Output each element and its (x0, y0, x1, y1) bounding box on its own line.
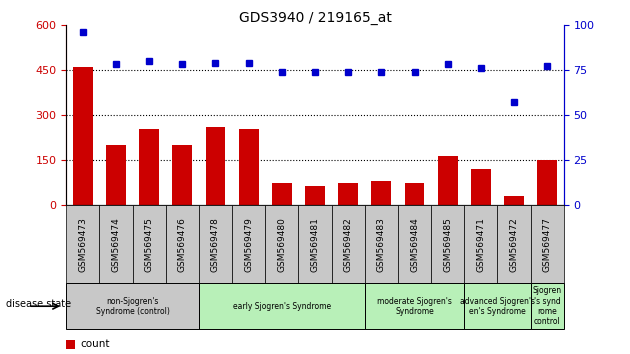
Bar (471, 169, 491, 205)
Bar (338, 183, 358, 205)
Bar (239, 129, 258, 205)
Bar (305, 186, 325, 205)
Bar (537, 160, 557, 205)
Bar (139, 129, 159, 205)
Bar (398, 205, 431, 283)
Text: GSM569474: GSM569474 (112, 217, 120, 272)
Bar (100, 205, 132, 283)
Text: count: count (80, 339, 110, 349)
Bar (372, 181, 391, 205)
Text: moderate Sjogren's
Syndrome: moderate Sjogren's Syndrome (377, 297, 452, 316)
Bar (331, 205, 365, 283)
Text: GSM569480: GSM569480 (277, 217, 286, 272)
Text: early Sjogren's Syndrome: early Sjogren's Syndrome (232, 302, 331, 311)
Text: non-Sjogren's
Syndrome (control): non-Sjogren's Syndrome (control) (96, 297, 169, 316)
Text: GSM569483: GSM569483 (377, 217, 386, 272)
Text: GSM569481: GSM569481 (311, 217, 319, 272)
Text: GSM569473: GSM569473 (78, 217, 87, 272)
Text: GSM569484: GSM569484 (410, 217, 419, 272)
Bar (365, 283, 464, 329)
Text: GSM569479: GSM569479 (244, 217, 253, 272)
Text: disease state: disease state (6, 299, 71, 309)
Bar (66, 283, 199, 329)
Text: GSM569482: GSM569482 (344, 217, 353, 272)
Bar (265, 205, 299, 283)
Bar (272, 183, 292, 205)
Bar (299, 205, 331, 283)
Bar (199, 205, 232, 283)
Text: GSM569475: GSM569475 (145, 217, 154, 272)
Bar (464, 205, 498, 283)
Bar (530, 205, 564, 283)
Text: GSM569478: GSM569478 (211, 217, 220, 272)
Bar (365, 205, 398, 283)
Bar (166, 205, 199, 283)
Bar (498, 205, 530, 283)
Bar (173, 145, 192, 205)
Bar (438, 156, 457, 205)
Text: GSM569471: GSM569471 (476, 217, 485, 272)
Bar (464, 283, 530, 329)
Bar (132, 205, 166, 283)
Text: GSM569485: GSM569485 (444, 217, 452, 272)
Bar (530, 283, 564, 329)
Bar (66, 205, 100, 283)
Text: GSM569477: GSM569477 (543, 217, 552, 272)
Text: Sjogren
's synd
rome
control: Sjogren 's synd rome control (533, 286, 562, 326)
Bar (66, 340, 75, 349)
Text: GSM569476: GSM569476 (178, 217, 186, 272)
Bar (73, 67, 93, 205)
Text: advanced Sjogren's
en's Syndrome: advanced Sjogren's en's Syndrome (460, 297, 535, 316)
Bar (199, 283, 365, 329)
Bar (232, 205, 265, 283)
Text: GDS3940 / 219165_at: GDS3940 / 219165_at (239, 11, 391, 25)
Bar (404, 183, 425, 205)
Bar (106, 145, 126, 205)
Bar (504, 196, 524, 205)
Text: GSM569472: GSM569472 (510, 217, 518, 272)
Bar (205, 127, 226, 205)
Bar (431, 205, 464, 283)
